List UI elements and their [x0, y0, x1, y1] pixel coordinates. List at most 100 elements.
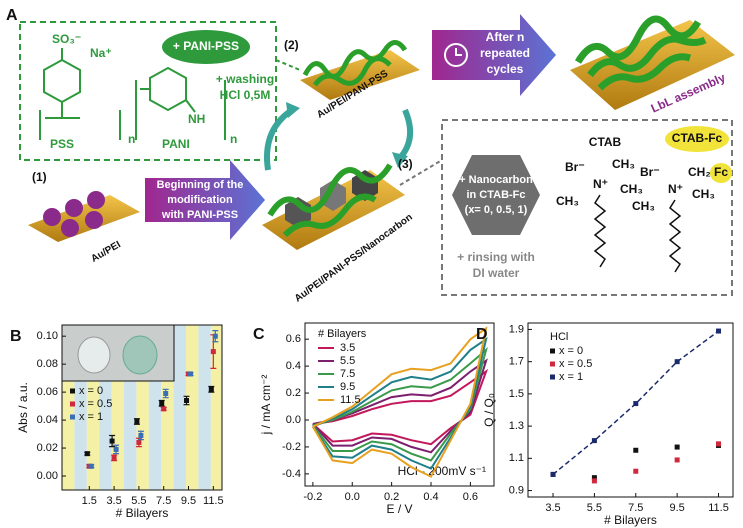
y-tick-label: 0.10 — [37, 330, 58, 342]
annotation: HCl - 200mV s⁻¹ — [398, 464, 486, 478]
plot-frame — [527, 322, 734, 498]
pani-bonds — [135, 80, 226, 140]
y-tick-label: -0.2 — [282, 441, 301, 453]
pss-ring — [43, 58, 81, 104]
legend-label: 3.5 — [340, 342, 355, 354]
step: (2) — [284, 38, 299, 52]
y-tick-label: -0.4 — [282, 468, 301, 480]
pei — [87, 191, 105, 209]
marker — [674, 359, 680, 365]
nanocarbon-text: (x= 0, 0.5, 1) — [465, 204, 528, 216]
group: CH₃ — [620, 182, 643, 196]
begin: modification — [167, 194, 233, 206]
arrow — [432, 14, 556, 96]
cycles: After n — [486, 30, 525, 44]
marker — [208, 386, 214, 392]
legend-label: x = 0.5 — [559, 358, 592, 370]
film-label: Au/PEI — [89, 239, 123, 265]
cycle-arrow — [264, 107, 294, 171]
panel-letter: A — [6, 7, 18, 24]
pei — [61, 219, 79, 237]
background-stripe — [210, 325, 222, 490]
nanocarbon-text: in CTAB-Fc — [466, 189, 525, 201]
film-polymer — [574, 15, 707, 91]
n-subscript: n — [230, 132, 237, 146]
badge — [162, 30, 250, 64]
legend-label: 5.5 — [340, 355, 355, 367]
y-tick-label: 1.1 — [509, 452, 524, 464]
x-tick-label: 9.5 — [669, 502, 684, 514]
ctabfc: CTAB-Fc — [672, 131, 723, 145]
marker — [674, 444, 680, 450]
tail — [668, 199, 682, 273]
br: Br⁻ — [640, 165, 660, 179]
ctabfc-badge — [665, 126, 729, 152]
film-polymer — [302, 40, 408, 87]
legend-label: 9.5 — [340, 381, 355, 393]
marker — [138, 432, 144, 438]
arrow — [145, 160, 265, 240]
marker — [113, 446, 119, 452]
film — [28, 195, 140, 242]
y-tick-label: 0.00 — [37, 470, 58, 482]
x-tick-label: 11.5 — [203, 495, 224, 507]
legend-label: x = 1 — [79, 411, 103, 423]
x-tick-label: 1.5 — [82, 495, 97, 507]
marker — [674, 457, 680, 463]
cv-curve — [312, 326, 488, 478]
marker — [633, 401, 639, 407]
br: Br⁻ — [565, 160, 585, 174]
marker — [163, 391, 169, 397]
legend-swatch — [70, 388, 75, 394]
marker — [210, 349, 216, 355]
n-plus: N⁺ — [668, 182, 683, 196]
begin: with PANI-PSS — [161, 209, 238, 221]
marker — [134, 418, 140, 424]
marker — [188, 371, 194, 377]
marker — [633, 447, 639, 453]
y-axis-label: Q / Q₀ — [482, 393, 496, 427]
legend-swatch — [70, 401, 75, 407]
clock-hands — [455, 48, 462, 56]
x-tick-label: 7.5 — [628, 502, 643, 514]
cycle-arrow — [395, 108, 414, 163]
background-stripe — [173, 325, 187, 490]
film-polymer — [267, 163, 393, 238]
x-axis-label: E / V — [386, 502, 412, 516]
step: (1) — [32, 170, 47, 184]
ctab: CTAB — [589, 135, 622, 149]
x-tick-label: 3.5 — [106, 495, 121, 507]
cv-curve — [312, 368, 489, 446]
n-subscript: n — [128, 132, 135, 146]
panel-letter: C — [253, 326, 265, 343]
marker — [591, 438, 597, 444]
background-stripe — [198, 325, 211, 490]
plot-frame — [304, 322, 495, 487]
connector — [399, 159, 443, 186]
panel-a: A SO₃⁻ Na⁺ n PSS NH n PANI + PANI-PSS + … — [6, 7, 735, 305]
y-tick-label: 0.0 — [286, 414, 301, 426]
legend-label: x = 0.5 — [79, 398, 112, 410]
panel-letter: B — [10, 328, 22, 345]
marker — [591, 478, 597, 484]
pei — [65, 199, 83, 217]
marker — [136, 439, 142, 445]
tail — [593, 194, 607, 268]
pani-ring — [149, 66, 187, 112]
cycle-arrow-head — [286, 102, 300, 118]
begin: Beginning of the — [157, 179, 244, 191]
cycle-arrow-head — [392, 152, 408, 168]
marker — [716, 441, 722, 447]
legend-title: HCl — [550, 331, 568, 343]
x-axis-label: # Bilayers — [116, 506, 169, 520]
rinse: DI water — [473, 266, 520, 280]
legend-swatch — [550, 374, 555, 380]
marker — [591, 475, 597, 481]
nanocarbon-box — [441, 119, 733, 296]
so3: SO₃⁻ — [52, 32, 81, 46]
marker — [109, 438, 115, 444]
panel-letter: D — [476, 326, 488, 343]
connector — [275, 59, 301, 71]
cv-curve — [312, 347, 488, 462]
